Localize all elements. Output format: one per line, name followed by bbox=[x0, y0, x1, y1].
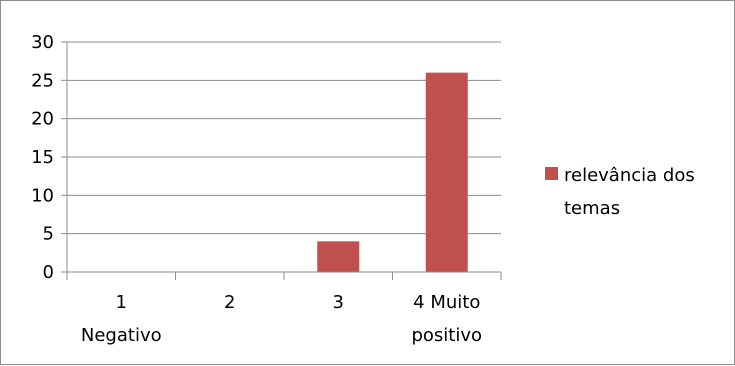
axes bbox=[61, 41, 502, 280]
x-category-label-4: positivo bbox=[411, 325, 482, 346]
y-tick-label-0: 0 bbox=[43, 262, 54, 283]
y-tick-label-30: 30 bbox=[31, 32, 54, 53]
x-category-label-1: Negativo bbox=[81, 325, 162, 346]
x-category-label-3: 3 bbox=[333, 292, 344, 313]
bars bbox=[317, 72, 468, 273]
bar-3 bbox=[317, 241, 360, 272]
bar-4 bbox=[425, 72, 468, 273]
labels: 0 5 10 15 20 25 30 1 Negativo 2 3 4 Muito positivo bbox=[31, 32, 482, 346]
legend-swatch bbox=[545, 167, 558, 180]
y-tick-label-15: 15 bbox=[31, 147, 54, 168]
x-category-label-2: 2 bbox=[224, 292, 235, 313]
x-category-label-1: 1 bbox=[116, 292, 127, 313]
y-tick-label-25: 25 bbox=[31, 70, 54, 91]
y-tick-label-10: 10 bbox=[31, 185, 54, 206]
legend-label: relevância dos bbox=[564, 165, 695, 186]
y-tick-label-5: 5 bbox=[43, 224, 54, 245]
x-category-label-4: 4 Muito bbox=[413, 292, 480, 313]
legend-label: temas bbox=[564, 198, 620, 219]
legend: relevância dos temas bbox=[545, 165, 695, 219]
y-tick-label-20: 20 bbox=[31, 109, 54, 130]
